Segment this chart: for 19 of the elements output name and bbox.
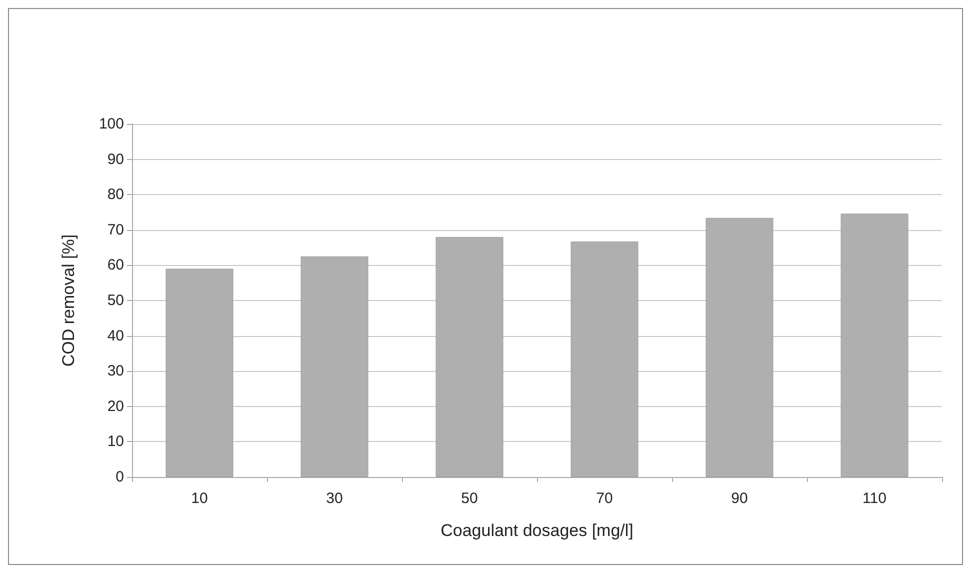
y-tick-label: 90 — [107, 150, 124, 168]
x-axis-title: Coagulant dosages [mg/l] — [440, 521, 634, 540]
y-tick-label: 100 — [98, 116, 124, 132]
y-tick-label: 60 — [107, 256, 124, 274]
x-tick-label: 10 — [191, 490, 208, 507]
y-axis-title: COD removal [%] — [59, 234, 78, 367]
y-tick-label: 0 — [116, 468, 124, 486]
x-tick-label: 30 — [326, 490, 343, 507]
y-tick-label: 80 — [107, 186, 124, 204]
y-tick-label: 30 — [107, 362, 124, 380]
x-tick-label: 70 — [596, 490, 613, 507]
x-tick-label: 90 — [731, 490, 748, 507]
x-tick-label: 110 — [862, 490, 886, 507]
y-tick-label: 50 — [107, 292, 124, 309]
y-tick-label: 40 — [107, 327, 124, 344]
y-tick-label: 20 — [107, 398, 124, 415]
x-tick-label: 50 — [461, 490, 478, 507]
y-tick-label: 70 — [107, 221, 124, 238]
y-tick-label: 10 — [107, 433, 124, 450]
